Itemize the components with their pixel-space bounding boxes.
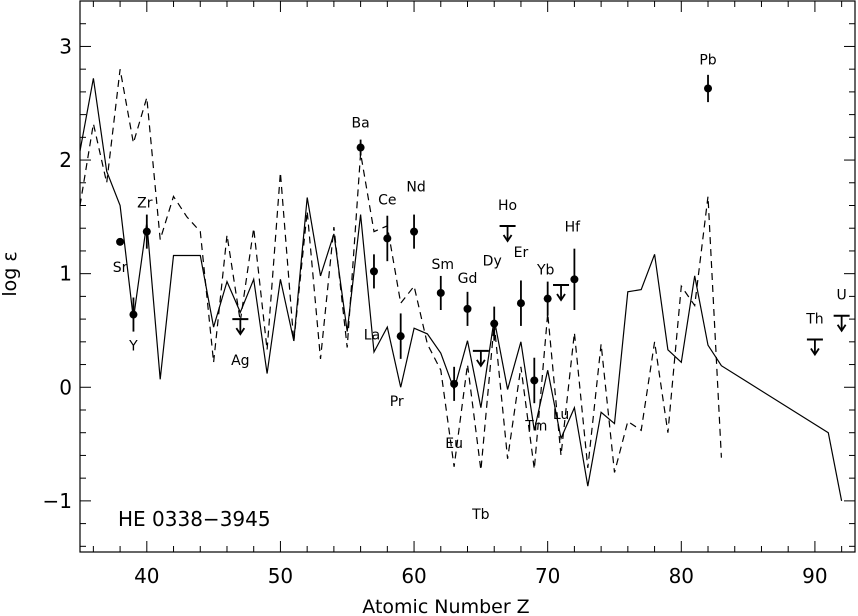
x-tick-label: 70: [535, 564, 560, 588]
upper-limits: Ag Tb Ho Lu Th U: [231, 198, 850, 523]
point-gd: [463, 304, 472, 313]
element-label-y: Y: [128, 339, 138, 355]
point-pb: [704, 84, 713, 93]
model-lines: [79, 69, 843, 502]
element-label-gd: Gd: [458, 271, 478, 287]
x-tick-label: 90: [802, 564, 827, 588]
x-tick-label: 60: [401, 564, 426, 588]
upper-limit-ho: Ho: [498, 198, 517, 243]
upper-limit-ag: Ag: [231, 318, 250, 369]
y-tick-label: 3: [59, 34, 72, 58]
point-dy: [490, 319, 499, 328]
point-nd: [410, 227, 419, 236]
x-tick-label: 80: [669, 564, 694, 588]
point-hf: [570, 275, 579, 284]
upper-limit-lu: Lu: [553, 284, 569, 423]
upper-limit-tb: Tb: [471, 349, 490, 523]
point-y: [129, 310, 138, 319]
element-label-pb: Pb: [699, 52, 716, 68]
point-ba: [356, 143, 365, 152]
down-arrow-icon: [810, 348, 820, 357]
element-label-sr: Sr: [113, 260, 128, 276]
element-label-lu: Lu: [553, 407, 569, 423]
x-tick-label: 40: [134, 564, 159, 588]
element-label-hf: Hf: [565, 219, 582, 235]
dashed-model-line: [79, 69, 722, 473]
y-axis-label: log ε: [0, 251, 21, 296]
element-label-ce: Ce: [378, 192, 396, 208]
point-ce: [383, 234, 392, 243]
element-label-th: Th: [805, 312, 823, 328]
solid-model-line: [79, 78, 843, 502]
observed-points: Sr Y Zr Ba La Ce Pr Nd Sm Eu Gd Dy Er Tm Yb Hf Pb: [113, 52, 717, 451]
element-label-ho: Ho: [498, 198, 517, 214]
element-label-zr: Zr: [137, 196, 153, 212]
point-sr: [116, 237, 125, 246]
point-tm: [530, 376, 539, 385]
y-tick-label: 2: [59, 148, 72, 172]
element-label-ba: Ba: [352, 116, 370, 132]
element-label-u: U: [837, 288, 847, 304]
axis-ticks: 40 50 60 70 80 90 −1 0 1 2 3: [43, 0, 855, 588]
down-arrow-icon: [235, 327, 246, 336]
star-name-label: HE 0338−3945: [118, 507, 271, 531]
element-label-tm: Tm: [524, 418, 547, 434]
upper-limit-th: Th: [805, 312, 824, 357]
point-pr: [396, 332, 405, 341]
y-tick-label: 0: [59, 375, 72, 399]
y-tick-label: −1: [43, 489, 72, 513]
point-er: [516, 299, 525, 308]
element-label-eu: Eu: [445, 436, 463, 452]
element-label-nd: Nd: [406, 180, 425, 196]
down-arrow-icon: [556, 293, 566, 302]
element-label-er: Er: [514, 245, 529, 261]
point-eu: [450, 379, 459, 388]
down-arrow-icon: [502, 234, 513, 243]
point-sm: [436, 288, 445, 297]
element-label-sm: Sm: [432, 257, 455, 273]
y-tick-label: 1: [59, 262, 72, 286]
x-tick-label: 50: [268, 564, 293, 588]
element-label-ag: Ag: [231, 353, 249, 369]
element-label-la: La: [364, 327, 380, 343]
down-arrow-icon: [836, 324, 847, 333]
point-la: [369, 267, 378, 276]
point-zr: [142, 227, 151, 236]
element-label-dy: Dy: [483, 254, 502, 270]
x-axis-label: Atomic Number Z: [362, 596, 529, 616]
element-label-yb: Yb: [536, 263, 555, 279]
point-yb: [543, 294, 552, 303]
down-arrow-icon: [476, 359, 486, 368]
element-label-tb: Tb: [471, 507, 490, 523]
element-label-pr: Pr: [390, 394, 404, 410]
upper-limit-u: U: [833, 288, 850, 333]
